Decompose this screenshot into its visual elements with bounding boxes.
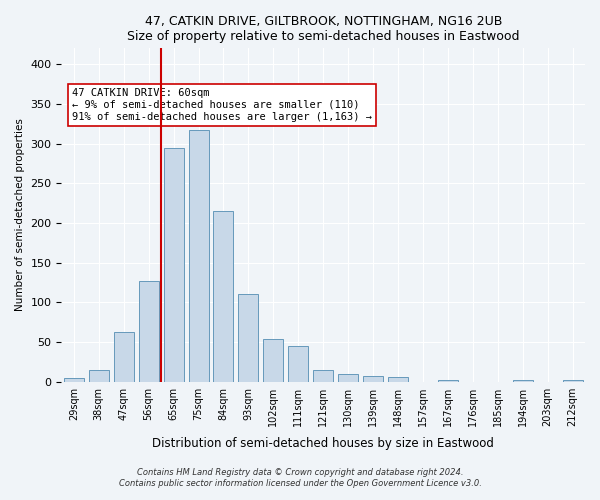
Bar — [263, 339, 283, 382]
Title: 47, CATKIN DRIVE, GILTBROOK, NOTTINGHAM, NG16 2UB
Size of property relative to s: 47, CATKIN DRIVE, GILTBROOK, NOTTINGHAM,… — [127, 15, 520, 43]
Bar — [164, 148, 184, 382]
Bar — [89, 370, 109, 382]
Text: Contains HM Land Registry data © Crown copyright and database right 2024.
Contai: Contains HM Land Registry data © Crown c… — [119, 468, 481, 487]
Bar — [338, 374, 358, 382]
Bar — [214, 211, 233, 382]
Bar — [388, 377, 408, 382]
Y-axis label: Number of semi-detached properties: Number of semi-detached properties — [15, 118, 25, 312]
Bar — [288, 346, 308, 382]
Bar — [438, 380, 458, 382]
Bar — [313, 370, 333, 382]
Text: 47 CATKIN DRIVE: 60sqm
← 9% of semi-detached houses are smaller (110)
91% of sem: 47 CATKIN DRIVE: 60sqm ← 9% of semi-deta… — [72, 88, 372, 122]
Bar — [363, 376, 383, 382]
Bar — [139, 281, 158, 382]
Bar — [512, 380, 533, 382]
X-axis label: Distribution of semi-detached houses by size in Eastwood: Distribution of semi-detached houses by … — [152, 437, 494, 450]
Bar — [64, 378, 84, 382]
Bar — [563, 380, 583, 382]
Bar — [238, 294, 259, 382]
Bar — [188, 130, 209, 382]
Bar — [114, 332, 134, 382]
